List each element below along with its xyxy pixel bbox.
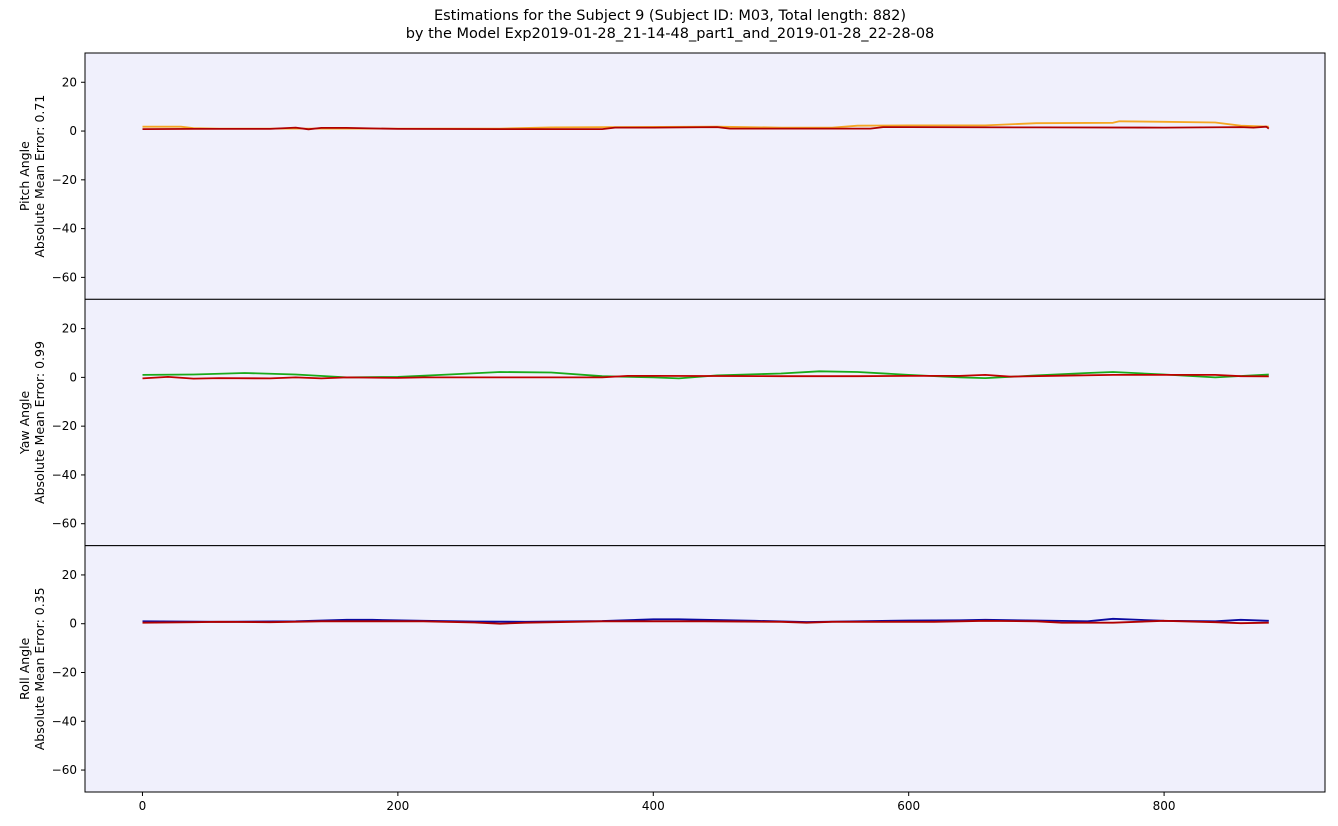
panel-3: 20 0 −20 −40 −60 Roll AngleAbsolute Mean Erro… [17,545,1326,793]
x-tick-label: 200 [386,799,409,813]
y-axis-label-line2: Absolute Mean Error: 0.71 [32,95,47,258]
panel-1: 20 0 −20 −40 −60 Pitch AngleAbsolute Mean Err… [17,52,1326,300]
x-tick-label: 600 [897,799,920,813]
y-tick-label: −20 [52,665,77,679]
panel-background [85,299,1325,546]
y-tick-label: 20 [62,568,77,582]
y-tick-label: −60 [52,517,77,531]
y-tick-label: −60 [52,763,77,777]
y-tick-label: −40 [52,468,77,482]
y-axis-label-line2: Absolute Mean Error: 0.35 [32,587,47,750]
y-tick-label: 0 [69,370,77,384]
y-axis-label-line1: Yaw Angle [17,391,32,456]
y-axis-label-line1: Pitch Angle [17,141,32,211]
y-tick-label: −20 [52,419,77,433]
series-line-estimation [142,125,1270,131]
y-tick-label: −40 [52,714,77,728]
panel-2: 20 0 −20 −40 −60 Yaw AngleAbsolute Mean Error… [17,298,1326,547]
y-tick-label: 20 [62,75,77,89]
x-tick-label: 400 [642,799,665,813]
panel-background [85,545,1325,792]
series-line-estimation [142,619,1269,625]
y-tick-label: −20 [52,173,77,187]
y-tick-label: −60 [52,270,77,284]
y-axis-label: Pitch AngleAbsolute Mean Error: 0.71 [17,95,47,258]
y-axis-label: Yaw AngleAbsolute Mean Error: 0.99 [17,341,47,504]
panel-frame [84,545,1326,793]
panel-background [85,53,1325,300]
y-axis-label-line2: Absolute Mean Error: 0.99 [32,341,47,504]
series-line-estimation [142,374,1269,380]
chart-title-line2: by the Model Exp2019-01-28_21-14-48_part… [406,26,935,42]
x-tick-label: 800 [1153,799,1176,813]
y-tick-label: 0 [69,617,77,631]
y-axis-label: Roll AngleAbsolute Mean Error: 0.35 [17,587,47,750]
y-tick-label: 20 [62,322,77,336]
y-tick-label: −40 [52,222,77,236]
chart-title-line1: Estimations for the Subject 9 (Subject I… [434,8,906,24]
x-tick-label: 0 [139,799,147,813]
y-axis-label-line1: Roll Angle [17,637,32,700]
y-tick-label: 0 [69,124,77,138]
